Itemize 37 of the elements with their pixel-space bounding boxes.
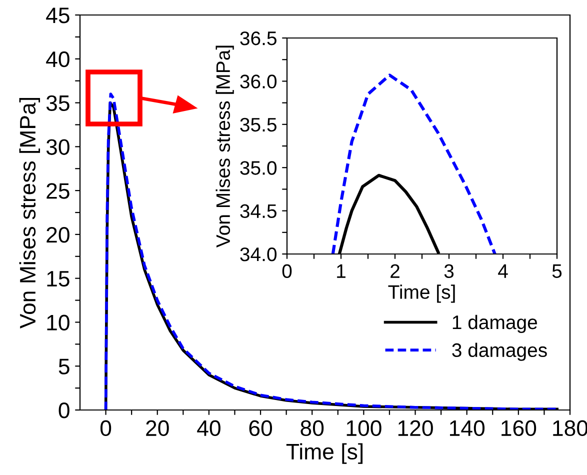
y-axis-title: Von Mises stress [MPa]: [216, 46, 234, 248]
x-tick-label: 40: [197, 420, 220, 436]
x-tick-label: 160: [502, 420, 536, 436]
y-tick-label: 35.5: [240, 118, 276, 132]
y-tick-label: 36.5: [240, 31, 276, 46]
x-axis-title: Time [s]: [388, 284, 455, 303]
x-tick-label: 5: [552, 264, 562, 278]
x-tick-label: 0: [100, 420, 112, 436]
legend-label: 1 damage: [452, 314, 538, 334]
y-tick-label: 45: [46, 8, 70, 24]
x-tick-label: 80: [300, 420, 324, 436]
x-tick-label: 60: [249, 420, 272, 436]
y-tick-label: 5: [58, 358, 70, 374]
y-tick-label: 34.5: [240, 204, 276, 218]
y-tick-label: 25: [46, 183, 70, 199]
y-axis-title: Von Mises stress [MPa]: [19, 98, 40, 328]
x-tick-label: 3: [444, 264, 454, 278]
x-tick-label: 2: [390, 264, 400, 278]
y-tick-label: 10: [47, 314, 70, 330]
y-tick-label: 35.0: [240, 161, 277, 175]
legend-label: 3 damages: [452, 342, 547, 361]
x-tick-label: 120: [398, 420, 433, 436]
x-tick-label: 20: [146, 420, 169, 436]
y-tick-label: 30: [46, 139, 70, 155]
x-tick-label: 1: [337, 264, 346, 278]
x-tick-label: 100: [346, 420, 382, 436]
x-tick-label: 0: [282, 264, 292, 278]
y-tick-label: 40: [46, 51, 70, 68]
x-axis-title: Time [s]: [286, 443, 363, 464]
y-tick-label: 35: [46, 95, 70, 112]
x-tick-label: 140: [450, 420, 485, 436]
y-tick-label: 0: [58, 402, 70, 418]
y-tick-label: 15: [47, 271, 70, 287]
y-tick-label: 36.0: [240, 74, 277, 88]
x-tick-label: 4: [498, 264, 508, 278]
y-tick-label: 34.0: [240, 247, 277, 262]
y-tick-label: 20: [46, 226, 70, 243]
